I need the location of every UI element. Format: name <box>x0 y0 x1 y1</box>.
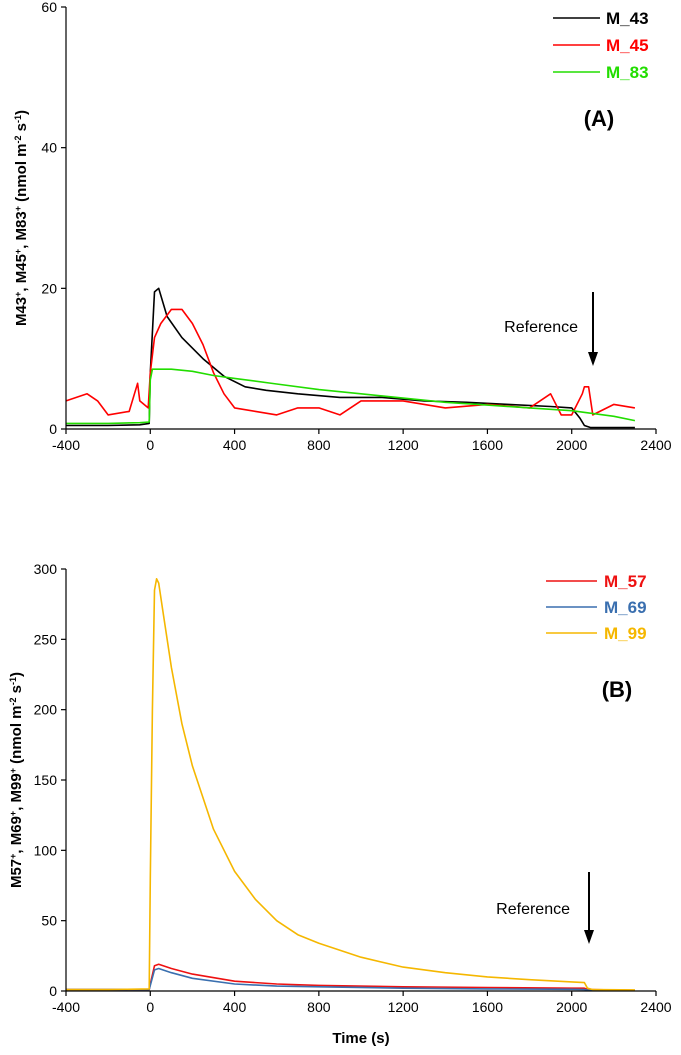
panel-a-series-m-45 <box>65 308 636 416</box>
panel-b-series-m-69 <box>66 967 635 992</box>
panel-a-y-tick-label: 0 <box>49 421 57 437</box>
panel-b-x-axis-title: Time (s) <box>332 1030 389 1047</box>
panel-a-reference-arrow <box>588 292 598 366</box>
panel-b-ticks: -400 0 400 800 1200 1600 2000 24000501001502002… <box>34 561 672 1015</box>
panel-a-label: (A) <box>584 106 615 131</box>
legend-a-label-1: M_43 <box>606 9 649 28</box>
panel-b-x-tick-label: 400 <box>223 999 247 1015</box>
panel-a-x-tick-label: 800 <box>307 437 331 453</box>
panel-a-ylabel-species-2: M45 <box>13 254 30 283</box>
panel-b-x-tick-label: 0 <box>146 999 154 1015</box>
panel-b-reference-arrow <box>584 872 594 944</box>
panel-b-x-tick-label: -400 <box>52 999 80 1015</box>
panel-a-x-tick-label: -400 <box>52 437 80 453</box>
panel-b-ylabel-species-2: M69 <box>8 816 25 845</box>
legend-b-label-3: M_99 <box>604 624 647 643</box>
panel-a-y-tick-label: 40 <box>41 140 57 156</box>
panel-b-ylabel-unit-exp1: -2 <box>8 697 18 705</box>
panel-a-ylabel-unit-base: nmol m <box>13 143 30 196</box>
panel-b-y-tick-label: 200 <box>34 702 58 718</box>
panel-a-x-tick-label: 0 <box>146 437 154 453</box>
panel-b-series-group <box>66 577 635 992</box>
panel-a-ylabel-species-1: M43 <box>13 297 30 326</box>
panel-b-y-tick-label: 50 <box>41 913 57 929</box>
panel-b-series-m-57 <box>66 963 635 992</box>
panel-b-x-tick-label: 1200 <box>388 999 419 1015</box>
panel-b-y-tick-label: 300 <box>34 561 58 577</box>
panel-a-x-tick-label: 400 <box>223 437 247 453</box>
panel-a-series-group <box>65 287 636 429</box>
legend-a-label-2: M_45 <box>606 36 649 55</box>
panel-b-ylabel-unit-mid: s <box>8 685 25 698</box>
panel-b-x-tick-label: 2400 <box>640 999 671 1015</box>
panel-a-x-tick-label: 2000 <box>556 437 587 453</box>
panel-b: -400 0 400 800 1200 1600 2000 24000501001502002… <box>8 561 672 1047</box>
panel-a-ylabel-species-3: M83 <box>13 211 30 240</box>
panel-b-y-tick-label: 100 <box>34 842 58 858</box>
panel-a-ylabel-unit-exp1: -2 <box>13 135 23 143</box>
panel-b-x-tick-label: 2000 <box>556 999 587 1015</box>
panel-a-x-tick-label: 1600 <box>472 437 503 453</box>
panel-a-y-axis-title: M43+, M45+, M83+ (nmol m-2 s-1) <box>13 110 30 326</box>
panel-b-series-m-99 <box>66 577 635 991</box>
panel-b-ylabel-species-3: M99 <box>8 773 25 802</box>
panel-a-legend: M_43 M_45 M_83 <box>553 9 649 82</box>
panel-b-x-tick-label: 800 <box>307 999 331 1015</box>
panel-b-ylabel-unit-exp2: -1 <box>8 677 18 685</box>
panel-a-y-tick-label: 60 <box>41 0 57 15</box>
panel-a-series-m-83 <box>66 368 636 425</box>
panel-a-x-tick-label: 2400 <box>640 437 671 453</box>
panel-b-y-axis-title: M57+, M69+, M99+ (nmol m-2 s-1) <box>8 672 25 888</box>
panel-a-x-tick-label: 1200 <box>388 437 419 453</box>
legend-a-label-3: M_83 <box>606 63 649 82</box>
panel-b-y-tick-label: 0 <box>49 983 57 999</box>
panel-b-y-tick-label: 250 <box>34 631 58 647</box>
panel-b-ylabel-unit-base: nmol m <box>8 705 25 758</box>
panel-b-x-tick-label: 1600 <box>472 999 503 1015</box>
panel-b-reference-label: Reference <box>496 901 570 918</box>
panel-b-label: (B) <box>602 677 633 702</box>
panel-a-y-tick-label: 20 <box>41 280 57 296</box>
panel-a-reference-label: Reference <box>504 319 578 336</box>
panel-a-ylabel-unit-mid: s <box>13 123 30 136</box>
panel-a-ylabel-unit-exp2: -1 <box>13 115 23 123</box>
panel-b-y-tick-label: 150 <box>34 772 58 788</box>
panel-b-ylabel-species-1: M57 <box>8 859 25 888</box>
legend-b-label-1: M_57 <box>604 572 647 591</box>
panel-b-legend: M_57 M_69 M_99 <box>546 572 647 643</box>
legend-b-label-2: M_69 <box>604 598 647 617</box>
